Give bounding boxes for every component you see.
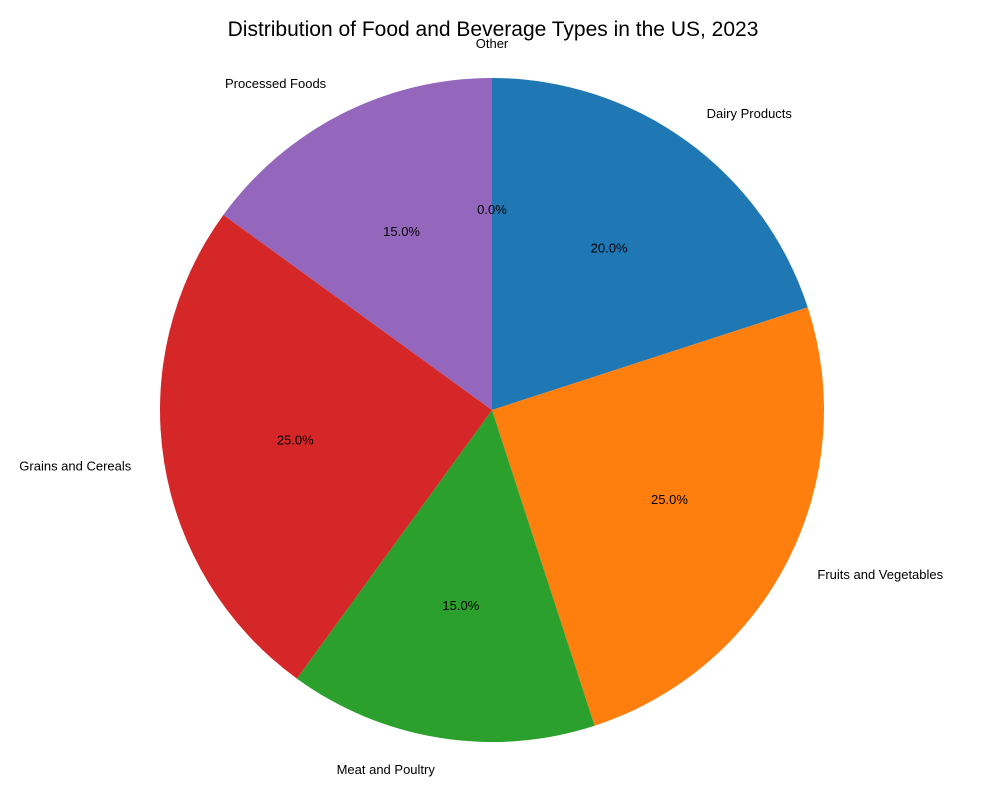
chart-title: Distribution of Food and Beverage Types … <box>228 18 759 41</box>
slice-fruits-and-vegetables <box>492 307 825 726</box>
percent-dairy-products: 20.0% <box>591 240 628 255</box>
slice-processed-foods <box>223 78 492 410</box>
slice-grains-and-cereals <box>160 214 492 679</box>
pie-labels: Dairy Products 20.0% Fruits and Vegetables… <box>19 36 943 777</box>
percent-meat-and-poultry: 15.0% <box>442 598 479 613</box>
label-dairy-products: Dairy Products <box>707 106 793 121</box>
label-fruits-and-vegetables: Fruits and Vegetables <box>817 567 943 582</box>
pie-slices <box>160 78 825 742</box>
label-processed-foods: Processed Foods <box>225 76 327 91</box>
label-meat-and-poultry: Meat and Poultry <box>337 762 436 777</box>
percent-fruits-and-vegetables: 25.0% <box>651 492 688 507</box>
percent-grains-and-cereals: 25.0% <box>277 433 314 448</box>
percent-other: 0.0% <box>477 202 507 217</box>
slice-meat-and-poultry <box>296 410 595 742</box>
label-other: Other <box>476 36 509 51</box>
slice-dairy-products <box>492 78 808 410</box>
percent-processed-foods: 15.0% <box>383 224 420 239</box>
label-grains-and-cereals: Grains and Cereals <box>19 459 131 474</box>
